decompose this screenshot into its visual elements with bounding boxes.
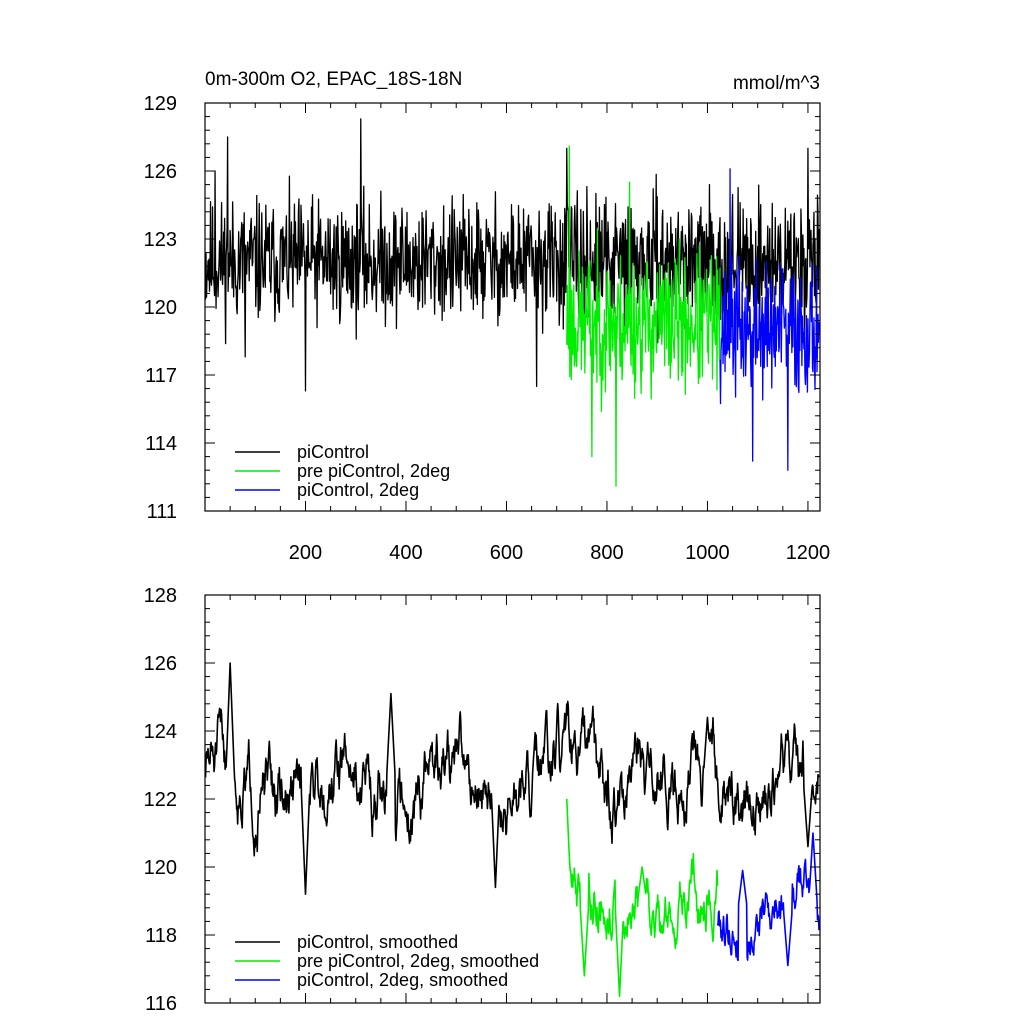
y-tick-label: 124 bbox=[144, 721, 177, 743]
series-line-pre-picontrol-2deg-smoothed bbox=[565, 798, 719, 997]
y-tick-label: 111 bbox=[147, 501, 177, 523]
units-label: mmol/m^3 bbox=[733, 73, 820, 94]
y-tick-label: 120 bbox=[144, 297, 177, 319]
legend-label: pre piControl, 2deg, smoothed bbox=[297, 951, 539, 971]
y-tick-label: 122 bbox=[144, 789, 177, 811]
series-line-picontrol-2deg bbox=[719, 168, 820, 471]
x-tick-label: 600 bbox=[490, 542, 523, 564]
x-tick-label: 800 bbox=[590, 542, 623, 564]
y-tick-label: 128 bbox=[144, 585, 177, 607]
x-tick-label: 1200 bbox=[786, 542, 831, 564]
chart-title: 0m-300m O2, EPAC_18S-18N bbox=[205, 69, 462, 90]
x-tick-label: 1000 bbox=[685, 542, 730, 564]
y-tick-label: 118 bbox=[145, 925, 177, 947]
y-tick-label: 117 bbox=[145, 365, 177, 387]
x-tick-label: 200 bbox=[289, 542, 322, 564]
series-line-picontrol-smoothed bbox=[204, 662, 820, 895]
chart-panel-top: 111 114 117 120 123 126 129 200 400 600 800 1000 120… bbox=[144, 69, 831, 564]
legend-label: piControl, 2deg bbox=[297, 480, 419, 500]
x-tick-label: 400 bbox=[389, 542, 422, 564]
y-tick-label: 129 bbox=[144, 93, 177, 115]
y-tick-label: 126 bbox=[144, 161, 177, 183]
y-tick-label: 120 bbox=[144, 857, 177, 879]
series-line-pre-picontrol-2deg bbox=[566, 145, 721, 487]
legend-label: pre piControl, 2deg bbox=[297, 461, 450, 481]
y-tick-label: 126 bbox=[144, 653, 177, 675]
legend-label: piControl bbox=[297, 442, 369, 462]
y-tick-label: 116 bbox=[145, 993, 177, 1015]
legend-label: piControl, 2deg, smoothed bbox=[297, 970, 508, 990]
chart-panel-bottom: 116 118 120 122 124 126 128 piControl, smoothed… bbox=[144, 585, 821, 1015]
series-line-picontrol-2deg-smoothed bbox=[716, 832, 820, 967]
y-tick-label: 114 bbox=[145, 433, 177, 455]
legend-label: piControl, smoothed bbox=[297, 932, 458, 952]
y-tick-label: 123 bbox=[144, 229, 177, 251]
